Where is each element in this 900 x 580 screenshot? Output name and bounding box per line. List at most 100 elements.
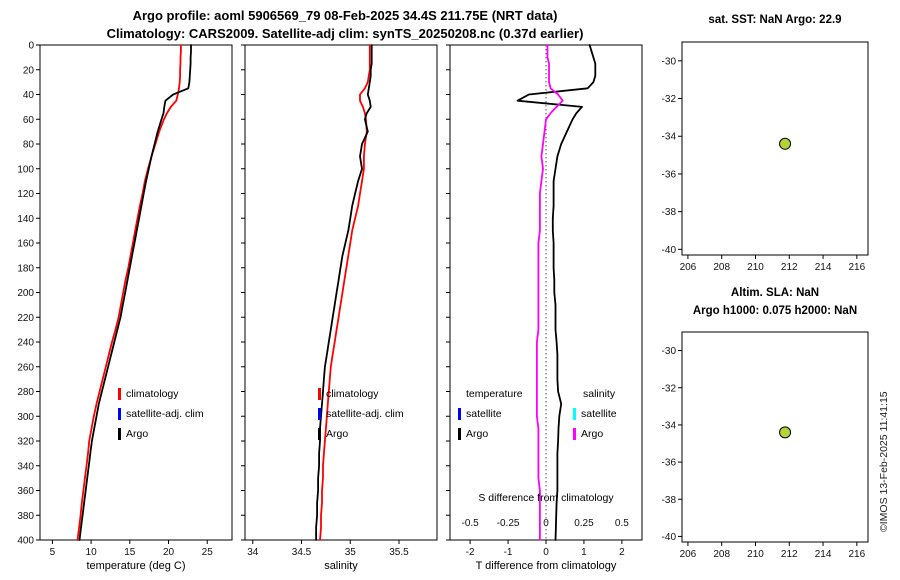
y-tick-label: -32: [662, 94, 677, 105]
legend-item-climatology: climatology: [118, 384, 204, 404]
s-axis-tick-label: -0.25: [497, 518, 520, 529]
salinity-axis-label: salinity: [324, 560, 358, 572]
x-tick-label: 216: [849, 549, 866, 560]
s-axis-tick-label: 0.25: [574, 518, 594, 529]
y-tick-label: 100: [17, 164, 34, 175]
series-climatology: [319, 44, 371, 541]
argo-line-marker: [118, 428, 121, 440]
legend-label: satellite-adj. clim: [326, 408, 404, 420]
temperature-axis-label: temperature (deg C): [86, 560, 186, 572]
t-difference-axis-label: T difference from climatology: [475, 560, 617, 572]
x-tick-label: -2: [466, 547, 475, 558]
y-tick-label: 200: [17, 288, 34, 299]
x-tick-label: 212: [781, 549, 798, 560]
x-tick-label: 10: [86, 547, 98, 558]
y-tick-label: 340: [17, 461, 34, 472]
series-S-Argo: [536, 44, 564, 541]
legend-label: Argo: [581, 428, 604, 440]
x-tick-label: 0: [543, 547, 549, 558]
satellite-adj-clim-line-marker: [118, 408, 121, 420]
y-tick-label: 280: [17, 387, 34, 398]
s-axis-tick-label: 0: [543, 518, 549, 529]
axes-box: [39, 44, 233, 541]
x-tick-label: 35.5: [389, 547, 409, 558]
satellite-t-line-marker: [458, 408, 461, 420]
x-tick-label: 15: [124, 547, 136, 558]
series-T-Argo: [516, 44, 597, 541]
s-axis-tick-label: 0.5: [615, 518, 629, 529]
legend-item-satellite: satellite: [458, 404, 523, 424]
y-tick-label: 60: [23, 115, 35, 126]
satellite-s-line-marker: [573, 408, 576, 420]
legend-item-climatology: climatology: [318, 384, 404, 404]
y-tick-label: -40: [662, 245, 677, 256]
y-tick-label: -32: [662, 383, 677, 394]
figure-title-line2: Climatology: CARS2009. Satellite-adj cli…: [106, 26, 584, 41]
y-tick-label: 80: [23, 140, 35, 151]
axes-box: [681, 41, 869, 256]
y-tick-label: -36: [662, 169, 677, 180]
y-tick-label: 260: [17, 362, 34, 373]
legend-header-salinity: salinity: [583, 388, 616, 400]
x-tick-label: 206: [680, 549, 697, 560]
y-tick-label: -38: [662, 495, 677, 506]
x-tick-label: 208: [713, 549, 730, 560]
x-tick-label: 214: [815, 262, 832, 273]
y-tick-label: -38: [662, 207, 677, 218]
salinity-legend: climatology satellite-adj. clim Argo: [318, 384, 404, 444]
sla-map-title-line1: Altim. SLA: NaN: [730, 287, 820, 299]
argo-position-dot: [779, 426, 792, 439]
legend-item-satellite-adj-clim: satellite-adj. clim: [118, 404, 204, 424]
y-tick-label: -30: [662, 56, 677, 67]
legend-label: Argo: [326, 428, 349, 440]
s-difference-axis-label: S difference from climatology: [478, 492, 614, 504]
legend-item-argo: Argo: [458, 424, 523, 444]
sla-map-title-line2: Argo h1000: 0.075 h2000: NaN: [692, 305, 858, 317]
y-tick-label: 0: [28, 41, 34, 52]
y-tick-label: 380: [17, 511, 34, 522]
legend-item-argo: Argo: [573, 424, 617, 444]
x-tick-label: 214: [815, 549, 832, 560]
y-tick-label: 240: [17, 338, 34, 349]
argo-position-dot: [779, 137, 792, 150]
series-Argo: [78, 44, 192, 541]
y-tick-label: 180: [17, 263, 34, 274]
x-tick-label: 216: [849, 262, 866, 273]
panel-sst-map: 206 208 210 212 214 216 -30 -32 -34 -36 -38 -40: [662, 41, 869, 273]
legend-label: climatology: [126, 388, 179, 400]
x-tick-label: 34.5: [292, 547, 312, 558]
panel-difference-profile: -2 -1 0 1 2 -0.5 -0.25 0 0.25 0.5: [446, 44, 643, 558]
argo-t-line-marker: [458, 428, 461, 440]
climatology-line-marker: [118, 388, 121, 400]
argo-line-marker: [318, 428, 321, 440]
x-tick-label: 208: [713, 262, 730, 273]
y-tick-label: 360: [17, 486, 34, 497]
panel-temperature-profile: 5 10 15 20 25 0 20 40 60 80 100 120 140 160 180 200 220 2…: [17, 41, 233, 558]
y-tick-label: 40: [23, 90, 35, 101]
series-climatology: [76, 44, 182, 541]
s-axis-tick-label: -0.5: [461, 518, 479, 529]
x-tick-label: 210: [747, 549, 764, 560]
y-tick-label: -34: [662, 132, 677, 143]
y-tick-label: 20: [23, 65, 35, 76]
x-tick-label: 206: [680, 262, 697, 273]
y-tick-label: 160: [17, 239, 34, 250]
legend-label: Argo: [126, 428, 149, 440]
y-tick-label: 400: [17, 536, 34, 547]
series-Argo: [315, 44, 373, 541]
panel-sla-map: 206 208 210 212 214 216 -30 -32 -34 -36 -38 -40: [662, 331, 869, 560]
x-tick-label: 34: [247, 547, 259, 558]
x-tick-label: 25: [202, 547, 214, 558]
legend-label: Argo: [466, 428, 489, 440]
legend-header-temperature: temperature: [466, 388, 523, 400]
difference-temperature-legend: temperature satellite Argo: [458, 384, 523, 444]
imos-watermark: ©IMOS 13-Feb-2025 11:41:15: [878, 391, 890, 532]
y-tick-label: -40: [662, 532, 677, 543]
legend-item-satellite-adj-clim: satellite-adj. clim: [318, 404, 404, 424]
legend-item-argo: Argo: [318, 424, 404, 444]
x-tick-label: 35: [345, 547, 357, 558]
legend-label: satellite: [581, 408, 617, 420]
sst-map-title: sat. SST: NaN Argo: 22.9: [708, 14, 842, 26]
